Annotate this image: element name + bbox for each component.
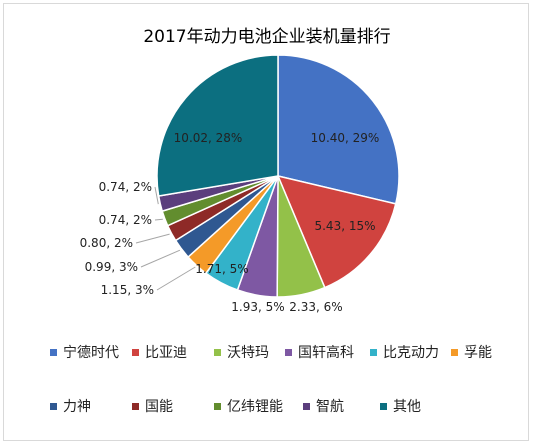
legend-label-11: 其他 <box>393 399 421 415</box>
data-label-4: 1.93, 5% <box>231 300 284 314</box>
legend-swatch-8 <box>132 403 139 410</box>
legend-label-8: 国能 <box>145 399 173 415</box>
leader-line-7 <box>140 249 181 268</box>
legend-label-7: 力神 <box>63 399 91 415</box>
data-label-9: 0.74, 2% <box>99 213 152 227</box>
legend-swatch-5 <box>370 349 377 356</box>
legend-label-1: 宁德时代 <box>63 344 119 361</box>
legend-label-5: 比克动力 <box>383 345 439 361</box>
pie-slice-2 <box>276 174 397 289</box>
data-label-3: 2.33, 6% <box>289 300 342 314</box>
legend-swatch-3 <box>214 349 221 356</box>
legend-swatch-4 <box>285 349 292 356</box>
data-label-7: 0.99, 3% <box>85 260 138 274</box>
pie-slices <box>156 54 400 298</box>
data-label-11: 10.02, 28% <box>174 131 243 145</box>
data-label-10: 0.74, 2% <box>99 180 152 194</box>
legend-swatch-7 <box>50 403 57 410</box>
legend-swatch-6 <box>451 349 458 356</box>
data-label-8: 0.80, 2% <box>80 236 133 250</box>
legend-label-3: 沃特玛 <box>227 345 269 361</box>
legend-label-10: 智航 <box>316 399 344 415</box>
legend-swatch-2 <box>132 349 139 356</box>
legend-swatch-1 <box>50 349 57 356</box>
legend-swatch-11 <box>380 403 387 410</box>
data-label-1: 10.40, 29% <box>311 131 380 145</box>
legend-label-2: 比亚迪 <box>145 345 187 361</box>
pie-slice-11 <box>156 54 279 197</box>
legend-label-9: 亿纬锂能 <box>227 399 283 415</box>
legend-swatch-9 <box>214 403 221 410</box>
leader-line-9 <box>154 218 163 221</box>
chart-title: 2017年动力电池企业装机量排行 <box>143 27 391 47</box>
leader-line-10 <box>154 186 159 205</box>
legend-swatch-10 <box>303 403 310 410</box>
data-label-2: 5.43, 15% <box>314 219 375 233</box>
legend-label-4: 国轩高科 <box>298 344 354 361</box>
leader-lines <box>135 186 196 291</box>
leader-line-6 <box>156 266 196 291</box>
legend-label-6: 孚能 <box>464 345 492 361</box>
data-labels: 10.40, 29% 5.43, 15% 2.33, 6% 1.93, 5% 1.71,… <box>80 131 380 314</box>
data-label-6: 1.15, 3% <box>101 283 154 297</box>
leader-line-8 <box>135 233 170 244</box>
data-label-5: 1.71, 5% <box>195 262 248 276</box>
pie-slice-1 <box>277 54 400 205</box>
